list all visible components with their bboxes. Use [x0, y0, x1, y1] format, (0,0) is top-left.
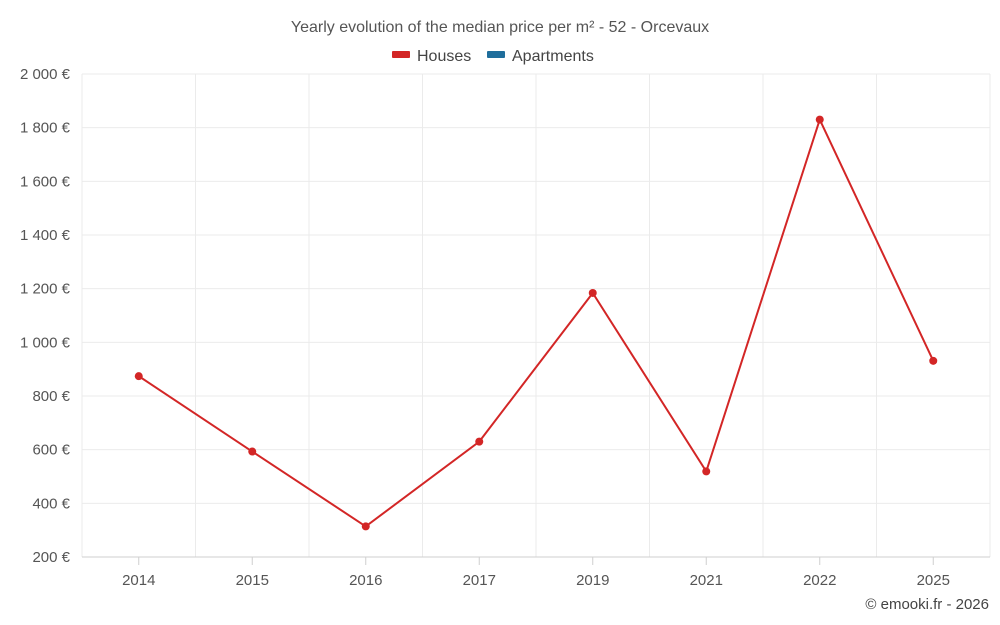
- x-tick-label: 2014: [122, 572, 155, 589]
- legend-label-houses: Houses: [417, 48, 471, 65]
- legend-swatch-apartments: [487, 51, 505, 58]
- y-tick-label: 1 800 €: [20, 120, 71, 137]
- y-tick-label: 1 600 €: [20, 173, 71, 190]
- data-point-houses: [248, 447, 257, 456]
- chart-title: Yearly evolution of the median price per…: [291, 19, 709, 36]
- legend: Houses Apartments: [392, 48, 594, 65]
- y-tick-label: 800 €: [32, 388, 70, 405]
- y-tick-label: 2 000 €: [20, 66, 71, 83]
- credit-text: © emooki.fr - 2026: [865, 596, 989, 613]
- x-tick-label: 2022: [803, 572, 836, 589]
- grid-layer: [81, 73, 991, 557]
- x-tick-label: 2017: [463, 572, 496, 589]
- data-point-houses: [702, 467, 711, 476]
- data-point-houses: [361, 522, 370, 531]
- data-point-houses: [588, 288, 597, 297]
- x-tick-label: 2025: [917, 572, 950, 589]
- series-layer: [134, 115, 938, 531]
- legend-label-apartments: Apartments: [512, 48, 594, 65]
- legend-item-houses[interactable]: Houses: [392, 48, 471, 65]
- x-tick-label: 2016: [349, 572, 382, 589]
- data-point-houses: [815, 115, 824, 124]
- x-tick-label: 2015: [236, 572, 269, 589]
- y-tick-label: 200 €: [32, 549, 70, 566]
- x-tick-label: 2019: [576, 572, 609, 589]
- x-tick-label: 2021: [690, 572, 723, 589]
- series-line-houses: [138, 116, 935, 528]
- y-tick-label: 600 €: [32, 442, 70, 459]
- data-point-houses: [929, 356, 938, 365]
- y-tick-label: 1 200 €: [20, 281, 71, 298]
- y-tick-label: 400 €: [32, 495, 70, 512]
- y-tick-label: 1 000 €: [20, 334, 71, 351]
- legend-item-apartments[interactable]: Apartments: [487, 48, 594, 65]
- legend-swatch-houses: [392, 51, 410, 58]
- axis-layer: 200 € 400 € 600 € 800 € 1 000 € 1 200 € 1 400 …: [20, 66, 990, 589]
- data-point-houses: [475, 437, 484, 446]
- y-tick-label: 1 400 €: [20, 227, 71, 244]
- data-point-houses: [134, 372, 143, 381]
